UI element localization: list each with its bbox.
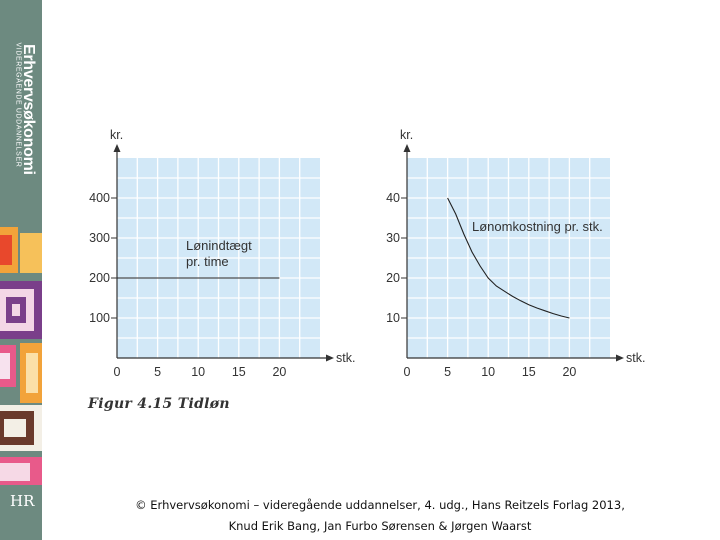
y-axis-arrow <box>113 144 121 152</box>
footer-copyright: © Erhvervsøkonomi – videregående uddanne… <box>100 495 660 537</box>
figure-caption: Figur 4.15 Tidløn <box>88 396 230 412</box>
y-tick-label: 200 <box>89 271 110 285</box>
y-tick-label: 300 <box>89 231 110 245</box>
y-tick-label: 100 <box>89 311 110 325</box>
x-tick-label: 15 <box>232 365 246 379</box>
x-axis-label: stk. <box>336 351 355 365</box>
series-line <box>447 197 570 319</box>
x-tick-label: 10 <box>191 365 205 379</box>
chart-right: kr. stk. 0 5 10 15 20 10 20 30 40 Lønomkostning pr.… <box>386 128 645 379</box>
y-tick-label: 40 <box>386 191 400 205</box>
decorative-pattern <box>0 225 42 485</box>
sidebar: Erhvervsøkonomi VIDEREGÅENDE UDDANNELSER… <box>0 0 42 540</box>
y-axis-label: kr. <box>110 128 123 142</box>
y-tick-label: 400 <box>89 191 110 205</box>
x-tick-label: 5 <box>154 365 161 379</box>
footer-line-2: Knud Erik Bang, Jan Furbo Sørensen & Jør… <box>228 519 532 533</box>
y-axis-label: kr. <box>400 128 413 142</box>
y-tick-label: 10 <box>386 311 400 325</box>
chart-annotation: pr. time <box>186 254 229 269</box>
x-tick-label: 15 <box>522 365 536 379</box>
y-tick-label: 20 <box>386 271 400 285</box>
x-tick-label: 10 <box>481 365 495 379</box>
y-axis-arrow <box>403 144 411 152</box>
publisher-logo: HR <box>10 492 35 510</box>
x-axis-arrow <box>326 354 334 362</box>
x-tick-label: 0 <box>404 365 411 379</box>
x-tick-label: 5 <box>444 365 451 379</box>
chart-annotation: Lønomkostning pr. stk. <box>472 219 603 234</box>
x-axis-label: stk. <box>626 351 645 365</box>
x-tick-label: 0 <box>114 365 121 379</box>
x-tick-label: 20 <box>272 365 286 379</box>
chart-annotation: Lønindtægt <box>186 238 252 253</box>
x-axis-arrow <box>616 354 624 362</box>
chart-left: kr. stk. 0 5 10 15 20 100 200 300 400 Lønindtægtpr.… <box>89 128 355 379</box>
y-tick-label: 30 <box>386 231 400 245</box>
x-tick-label: 20 <box>562 365 576 379</box>
footer-line-1: © Erhvervsøkonomi – videregående uddanne… <box>135 498 625 512</box>
